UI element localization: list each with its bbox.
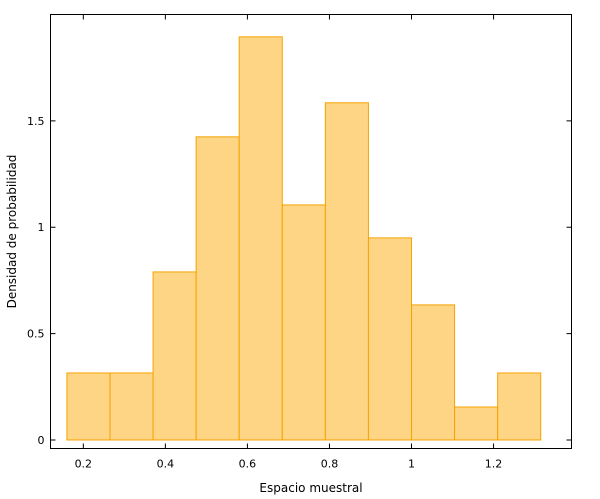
x-tick-label-2: 0.6 xyxy=(239,458,257,471)
x-tick-label-5: 1.2 xyxy=(485,458,503,471)
histogram-bar-7 xyxy=(367,237,413,441)
ticks-layer: 0.2 0.4 0.6 0.8 1 1.2 0 0.5 1 1.5 xyxy=(27,14,572,471)
x-tick-label-3: 0.8 xyxy=(321,458,339,471)
y-tick-label-3: 1.5 xyxy=(27,115,45,128)
y-tick-label-0: 0 xyxy=(38,434,45,447)
histogram-bar-10 xyxy=(497,372,542,441)
x-tick-label-4: 1 xyxy=(408,458,415,471)
y-tick-label-1: 0.5 xyxy=(27,328,45,341)
x-axis-label: Espacio muestral xyxy=(259,481,362,495)
histogram-bar-3 xyxy=(195,136,240,441)
histogram-bar-4 xyxy=(238,36,283,441)
y-axis-label: Densidad de probabilidad xyxy=(5,155,19,309)
plot-frame xyxy=(50,14,572,449)
x-tick-label-0: 0.2 xyxy=(75,458,93,471)
bars-layer xyxy=(66,36,542,441)
histogram-bar-6 xyxy=(324,102,369,441)
histogram-bar-1 xyxy=(109,372,154,441)
y-tick-label-2: 1 xyxy=(38,221,45,234)
histogram-bar-5 xyxy=(281,204,326,441)
histogram-bar-9 xyxy=(454,406,499,441)
x-tick-label-1: 0.4 xyxy=(157,458,175,471)
histogram-bar-2 xyxy=(152,271,197,441)
histogram-bar-0 xyxy=(66,372,111,441)
histogram-bar-8 xyxy=(411,304,456,441)
